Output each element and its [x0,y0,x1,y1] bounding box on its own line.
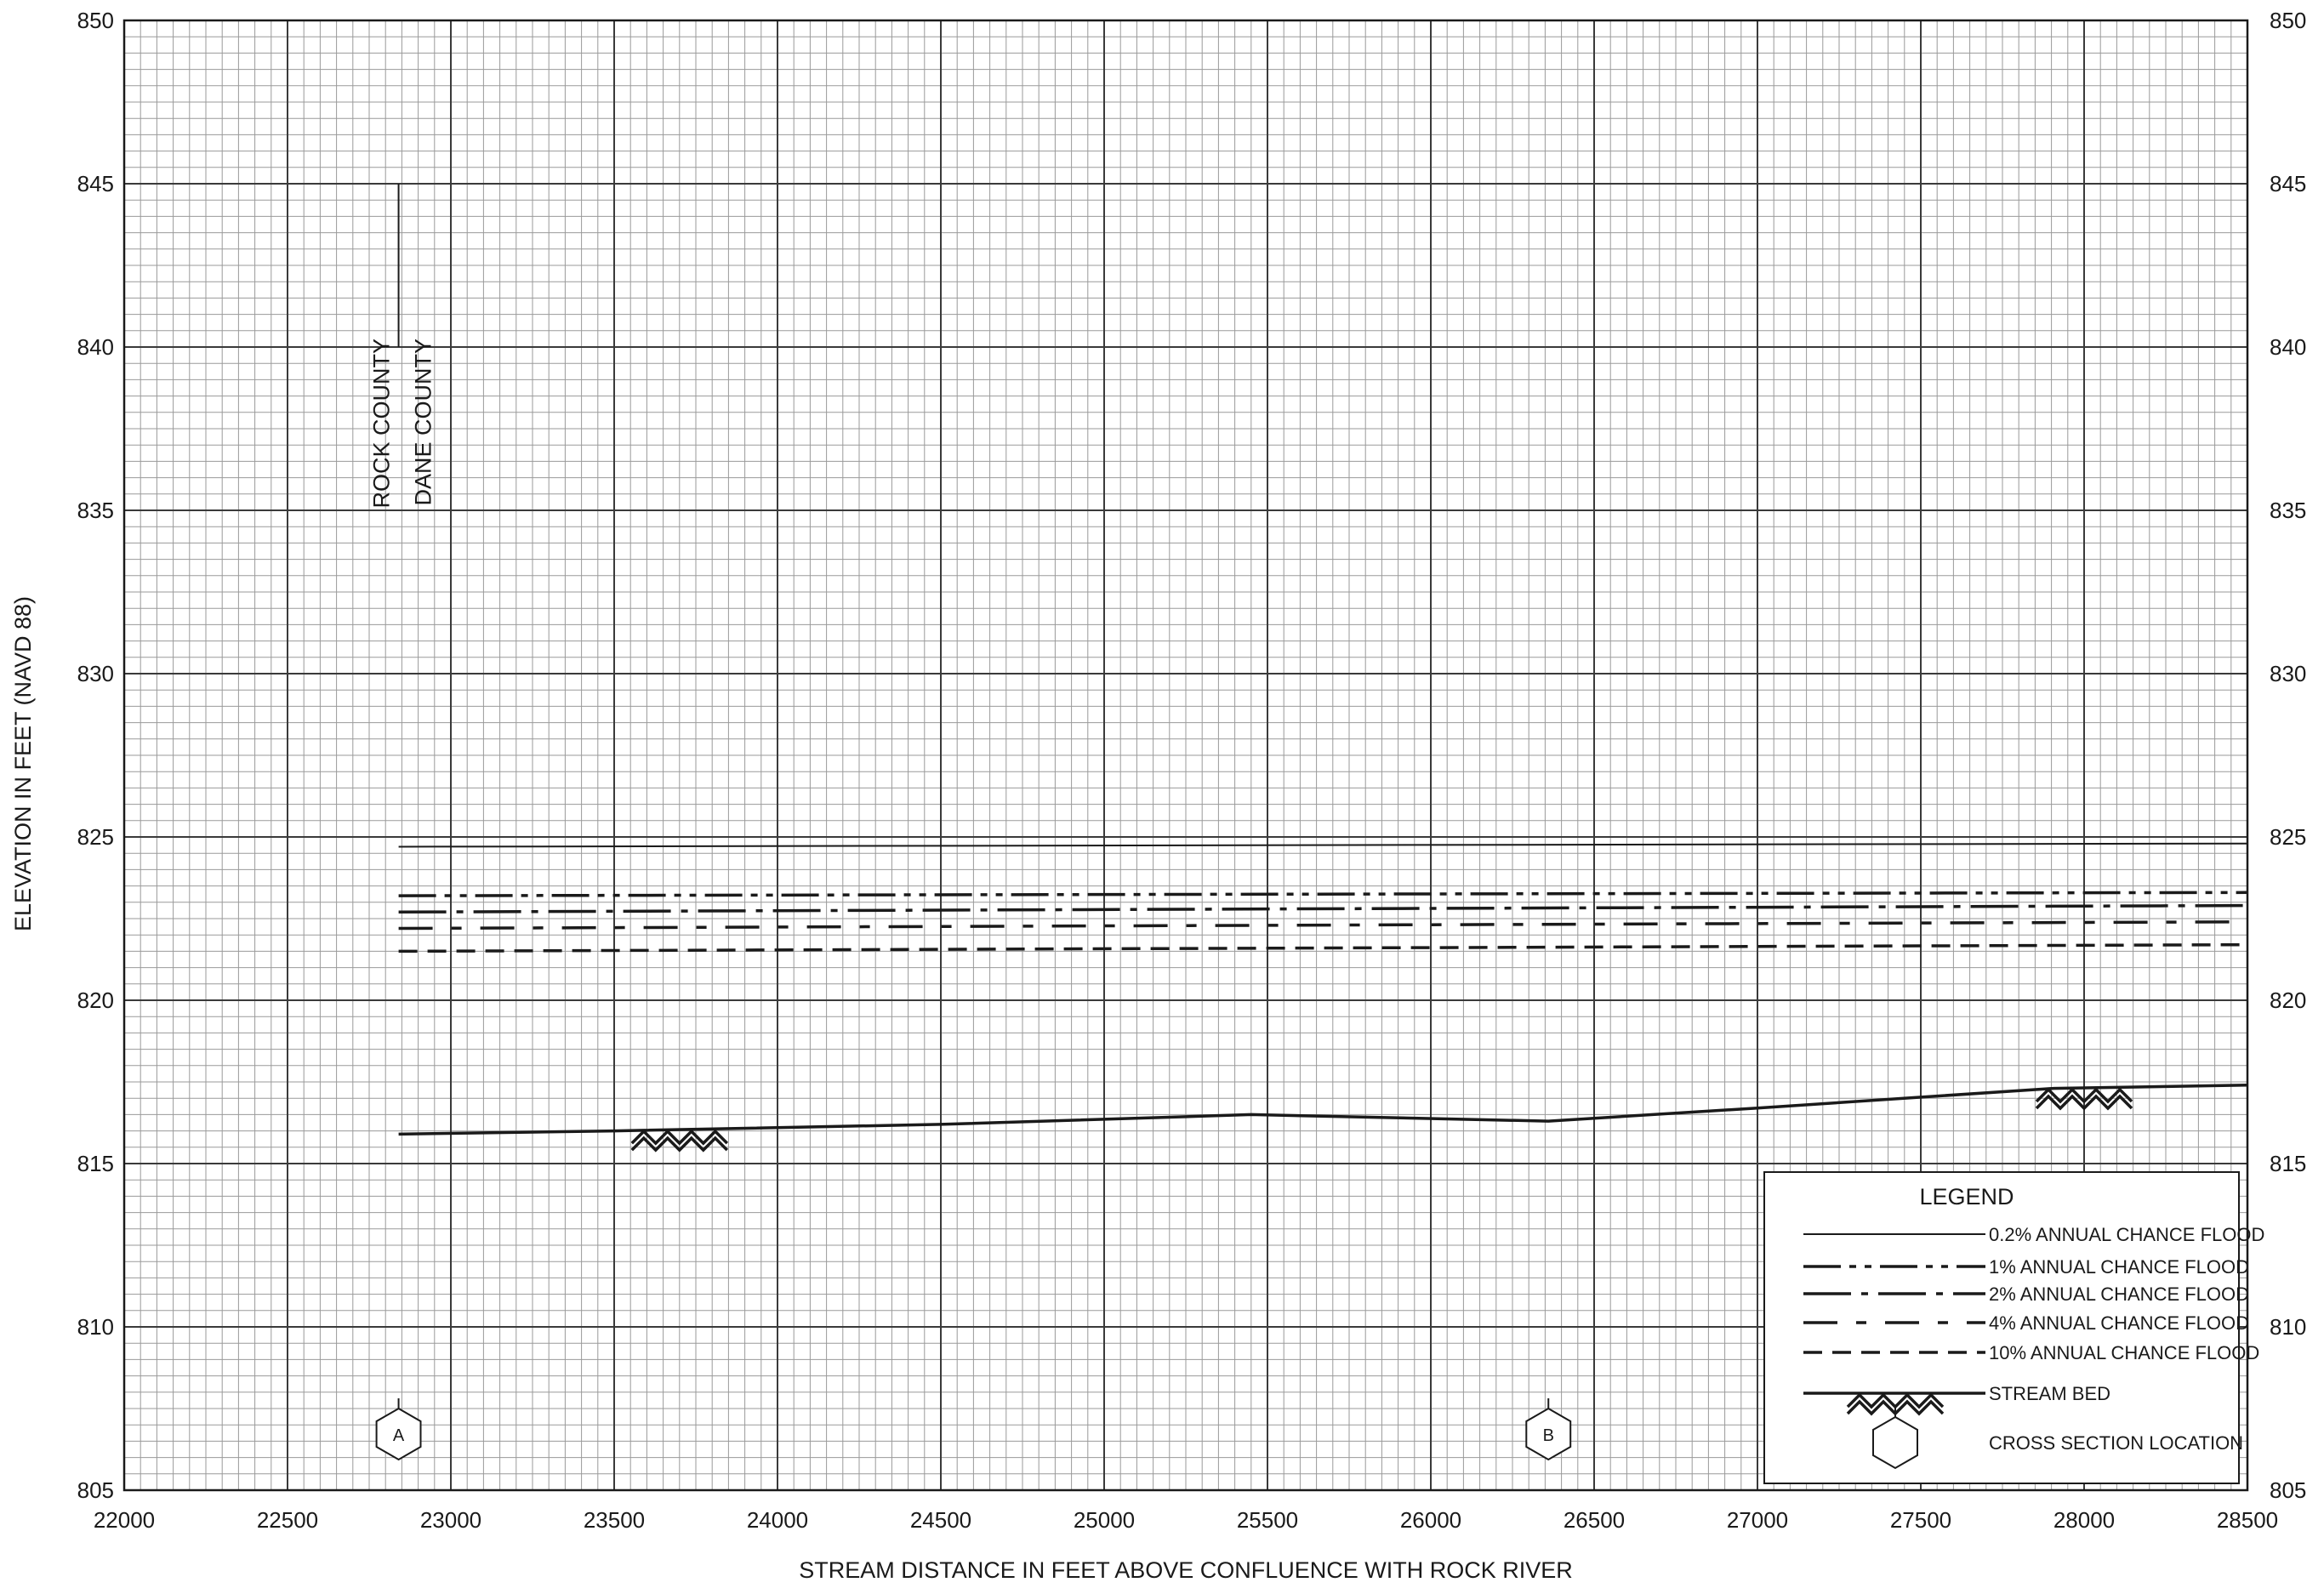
y-tick-label-left: 850 [77,8,114,33]
y-axis-title: ELEVATION IN FEET (NAVD 88) [10,596,36,931]
legend-label: 10% ANNUAL CHANCE FLOOD [1989,1342,2259,1363]
legend-item: 4% ANNUAL CHANCE FLOOD [1803,1312,2249,1334]
legend-item: 10% ANNUAL CHANCE FLOOD [1803,1342,2259,1363]
hexagon-icon [375,1407,422,1461]
y-tick-label-left: 810 [77,1314,114,1340]
y-tick-label-left: 835 [77,498,114,523]
x-axis-title: STREAM DISTANCE IN FEET ABOVE CONFLUENCE… [799,1557,1573,1583]
series-line-0-2-annual-chance-flood [398,842,2248,848]
x-tick-label: 28500 [2217,1507,2278,1533]
legend-item: 2% ANNUAL CHANCE FLOOD [1803,1283,2249,1305]
legend-label: STREAM BED [1989,1383,2110,1404]
legend-item: STREAM BED [1803,1383,2110,1416]
y-tick-label-right: 850 [2270,8,2306,33]
dane-county-label: DANE COUNTY [411,339,436,506]
x-tick-label: 27500 [1890,1507,1951,1533]
y-tick-label-right: 840 [2270,334,2306,360]
y-tick-label-right: 805 [2270,1477,2306,1503]
y-tick-label-right: 845 [2270,171,2306,196]
stream-bed-marker [630,1129,729,1153]
y-tick-label-right: 810 [2270,1314,2306,1340]
legend-items: 0.2% ANNUAL CHANCE FLOOD 1% ANNUAL CHANCE… [1803,1224,2264,1470]
bed-hatch-stroke [630,1129,729,1146]
series-line-stream-bed [398,1084,2248,1136]
major-grid [123,20,2248,1491]
x-axis-ticks: 22000 22500 23000 23500 24000 24500 25000 25500… [94,1507,2278,1533]
y-tick-label-left: 825 [77,824,114,850]
x-tick-label: 26500 [1564,1507,1625,1533]
legend-label: 0.2% ANNUAL CHANCE FLOOD [1989,1224,2264,1245]
y-tick-label-left: 840 [77,334,114,360]
y-tick-label-left: 845 [77,171,114,196]
stream-bed-marker [2035,1087,2133,1111]
y-tick-label-left: 820 [77,988,114,1013]
y-axis-ticks-right: 805 810 815 820 825 830 835 840 845 850 [2270,8,2306,1503]
x-tick-label: 22500 [257,1507,318,1533]
legend-item: CROSS SECTION LOCATION [1872,1407,2243,1470]
x-tick-label: 23500 [584,1507,645,1533]
x-tick-label: 22000 [94,1507,155,1533]
series-line-4-annual-chance-flood [398,920,2248,931]
x-tick-label: 24500 [910,1507,971,1533]
x-tick-label: 25000 [1074,1507,1135,1533]
legend-title: LEGEND [1919,1184,2014,1209]
hexagon-icon [1872,1415,1918,1470]
bed-hatch-stroke [2035,1094,2133,1111]
bed-hatch-stroke [2035,1087,2133,1104]
y-tick-label-right: 820 [2270,988,2306,1013]
legend-label: CROSS SECTION LOCATION [1989,1432,2243,1454]
y-tick-label-left: 805 [77,1477,114,1503]
series-line-10-annual-chance-flood [398,942,2248,953]
legend-box [1763,1171,2240,1484]
county-boundary-annotation: ROCK COUNTY DANE COUNTY [369,184,436,509]
y-tick-label-left: 815 [77,1151,114,1176]
y-tick-label-left: 830 [77,661,114,686]
stream-bed-markers [630,1087,2133,1153]
legend-label: 4% ANNUAL CHANCE FLOOD [1989,1312,2249,1334]
cross-section-b: B [1525,1398,1572,1461]
profile-series [398,842,2248,1136]
cross-section-label: B [1543,1426,1554,1445]
x-tick-label: 24000 [747,1507,808,1533]
plot-frame [122,19,2249,1492]
y-axis-ticks-left: 805 810 815 820 825 830 835 840 845 850 [77,8,114,1503]
x-tick-label: 26000 [1400,1507,1461,1533]
series-line-1-annual-chance-flood [398,891,2248,897]
legend-item: 0.2% ANNUAL CHANCE FLOOD [1803,1224,2264,1245]
x-tick-label: 25500 [1237,1507,1298,1533]
y-tick-label-right: 825 [2270,824,2306,850]
x-tick-label: 23000 [420,1507,481,1533]
rock-county-label: ROCK COUNTY [369,339,395,509]
x-tick-label: 28000 [2053,1507,2115,1533]
y-tick-label-right: 815 [2270,1151,2306,1176]
cross-section-a: A [375,1398,422,1461]
legend: LEGEND 0.2% ANNUAL CHANCE FLOOD 1% ANNUAL… [1763,1171,2264,1484]
legend-item: 1% ANNUAL CHANCE FLOOD [1803,1256,2249,1278]
legend-label: 2% ANNUAL CHANCE FLOOD [1989,1283,2249,1305]
bed-hatch-stroke [630,1136,729,1153]
y-tick-label-right: 835 [2270,498,2306,523]
hexagon-icon [1525,1407,1572,1461]
legend-label: 1% ANNUAL CHANCE FLOOD [1989,1256,2249,1278]
cross-section-label: A [393,1426,405,1445]
minor-grid [124,20,2247,1490]
series-line-2-annual-chance-flood [398,903,2248,914]
x-tick-label: 27000 [1727,1507,1788,1533]
y-tick-label-right: 830 [2270,661,2306,686]
